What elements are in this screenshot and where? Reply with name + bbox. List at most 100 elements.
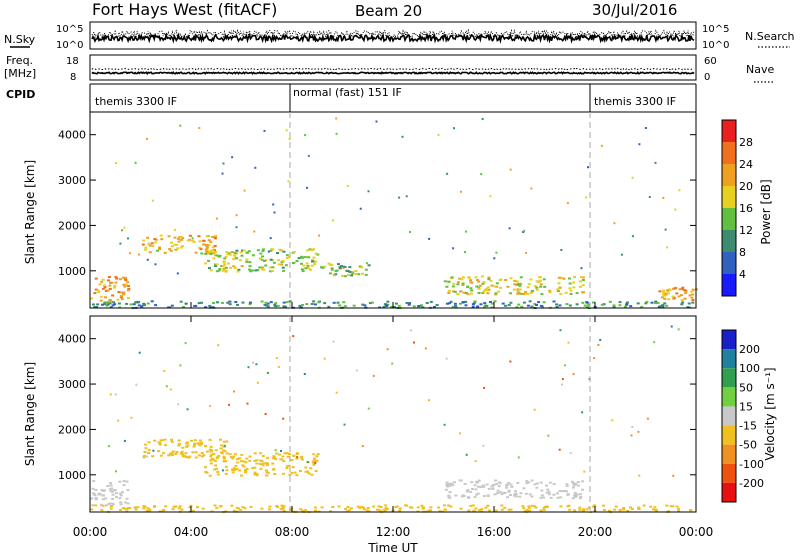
echo-cell (312, 256, 316, 259)
echo-cell (236, 270, 240, 273)
echo-cell (240, 474, 243, 477)
echo-cell (467, 497, 471, 499)
echo-cell (572, 281, 576, 284)
echo-cell (276, 506, 280, 508)
echo-cell (310, 473, 314, 476)
echo-cell (499, 491, 503, 494)
echo-cell (453, 290, 457, 293)
echo-cell (266, 305, 270, 308)
echo-cell (261, 250, 265, 253)
echo-cell (280, 450, 282, 452)
echo-cell (217, 454, 221, 457)
echo-cell (464, 300, 468, 303)
echo-cell (232, 254, 236, 257)
echo-cell (223, 450, 227, 453)
echo-cell (92, 492, 95, 495)
echo-cell (306, 264, 310, 267)
echo-cell (306, 186, 308, 189)
echo-cell (533, 408, 536, 411)
echo-cell (375, 120, 378, 123)
echo-cell (421, 507, 425, 510)
echo-cell (683, 297, 687, 300)
echo-cell (222, 457, 226, 460)
echo-cell (691, 288, 695, 291)
echo-cell (378, 509, 382, 512)
freq-tick-top: 18 (66, 56, 79, 67)
echo-cell (185, 442, 189, 445)
echo-cell (213, 249, 216, 252)
echo-cell (613, 508, 617, 511)
echo-cell (448, 302, 452, 305)
echo-cell (225, 469, 229, 472)
echo-cell (264, 469, 268, 472)
echo-cell (90, 508, 94, 511)
echo-cell (573, 482, 577, 485)
echo-cell (460, 190, 462, 193)
echo-cell (238, 457, 241, 460)
echo-cell (241, 464, 245, 467)
echo-cell (218, 505, 222, 508)
echo-cell (138, 351, 141, 354)
nsky-panel (89, 21, 697, 50)
x-tick-label: 08:00 (275, 525, 310, 539)
echo-cell (515, 306, 519, 309)
echo-cell (459, 302, 462, 305)
echo-cell (278, 453, 282, 456)
echo-cell (118, 497, 122, 500)
nsearch-tick-bottom: 10^0 (702, 40, 729, 51)
echo-cell (574, 493, 578, 496)
echo-cell (218, 254, 222, 257)
power-colorbar-tick: 20 (739, 180, 753, 193)
echo-cell (224, 510, 228, 513)
echo-cell (173, 228, 176, 231)
echo-cell (570, 480, 574, 483)
echo-cell (614, 505, 618, 508)
echo-cell (448, 484, 452, 487)
velocity-colorbar-tick: -100 (739, 458, 764, 471)
echo-cell (581, 284, 585, 287)
echo-cell (370, 301, 374, 304)
echo-cell (379, 506, 383, 508)
echo-cell (557, 282, 561, 285)
echo-cell (235, 214, 238, 217)
echo-cell (509, 494, 512, 496)
echo-cell (410, 506, 414, 509)
echo-cell (92, 480, 96, 482)
echo-cell (243, 189, 246, 192)
echo-cell (109, 490, 113, 493)
velocity-echoes (90, 325, 693, 514)
echo-cell (306, 470, 309, 473)
echo-cell (211, 235, 215, 238)
echo-cell (118, 492, 122, 495)
echo-cell (386, 348, 389, 351)
echo-cell (127, 506, 131, 509)
velocity-colorbar-segment (722, 406, 736, 426)
echo-cell (215, 217, 218, 220)
echo-cell (212, 453, 216, 455)
echo-cell (420, 304, 423, 307)
echo-cell (416, 506, 420, 509)
echo-cell (573, 276, 576, 278)
echo-cell (273, 211, 276, 214)
echo-cell (115, 162, 117, 164)
echo-cell (558, 304, 562, 307)
echo-cell (482, 485, 486, 488)
echo-cell (317, 301, 321, 304)
echo-cell (259, 452, 263, 455)
echo-cell (119, 242, 122, 245)
echo-cell (460, 278, 464, 281)
nsearch-tick-top: 10^5 (702, 24, 729, 35)
echo-cell (200, 252, 204, 255)
echo-cell (274, 449, 277, 452)
echo-cell (215, 506, 219, 509)
echo-cell (558, 448, 561, 451)
echo-cell (188, 506, 192, 509)
echo-cell (271, 468, 275, 471)
echo-cell (361, 445, 364, 448)
echo-cell (260, 258, 264, 261)
echo-cell (232, 265, 236, 268)
echo-cell (211, 246, 215, 249)
echo-cell (189, 504, 193, 507)
echo-cell (517, 303, 521, 306)
echo-cell (209, 252, 213, 255)
